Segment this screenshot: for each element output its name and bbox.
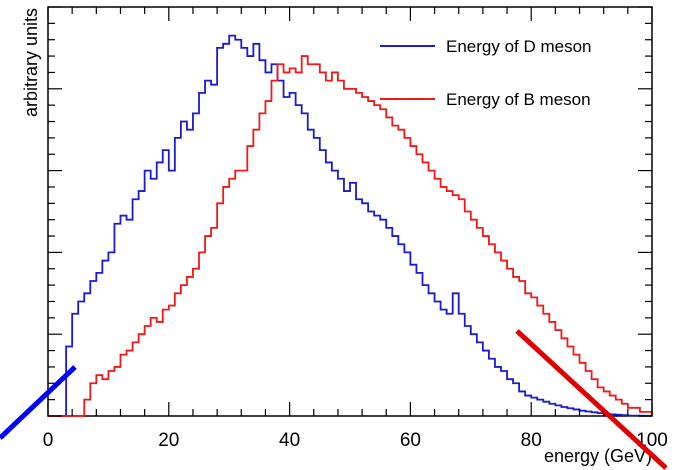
y-axis-title: arbitrary units (21, 8, 41, 117)
legend-label-b-meson: Energy of B meson (446, 90, 591, 109)
x-tick-label: 60 (400, 430, 421, 451)
legend: Energy of D meson Energy of B meson (380, 37, 592, 109)
series-layer (48, 34, 653, 417)
legend-label-d-meson: Energy of D meson (446, 37, 592, 56)
annotation-lines (0, 329, 668, 470)
x-tick-label: 40 (279, 430, 300, 451)
x-axis-title: energy (GeV) (544, 446, 652, 466)
series-1-histogram (48, 55, 653, 417)
x-axis: 0 20 40 60 80 100 (43, 7, 668, 451)
y-axis (48, 6, 652, 417)
x-tick-label: 0 (43, 430, 54, 451)
x-tick-label: 80 (521, 430, 542, 451)
plot-border (47, 6, 653, 417)
series-0-histogram (48, 34, 653, 417)
plot-frame (47, 6, 653, 417)
blue-annotation-line (0, 365, 77, 440)
x-tick-label: 20 (158, 430, 179, 451)
red-annotation-line (515, 329, 668, 470)
